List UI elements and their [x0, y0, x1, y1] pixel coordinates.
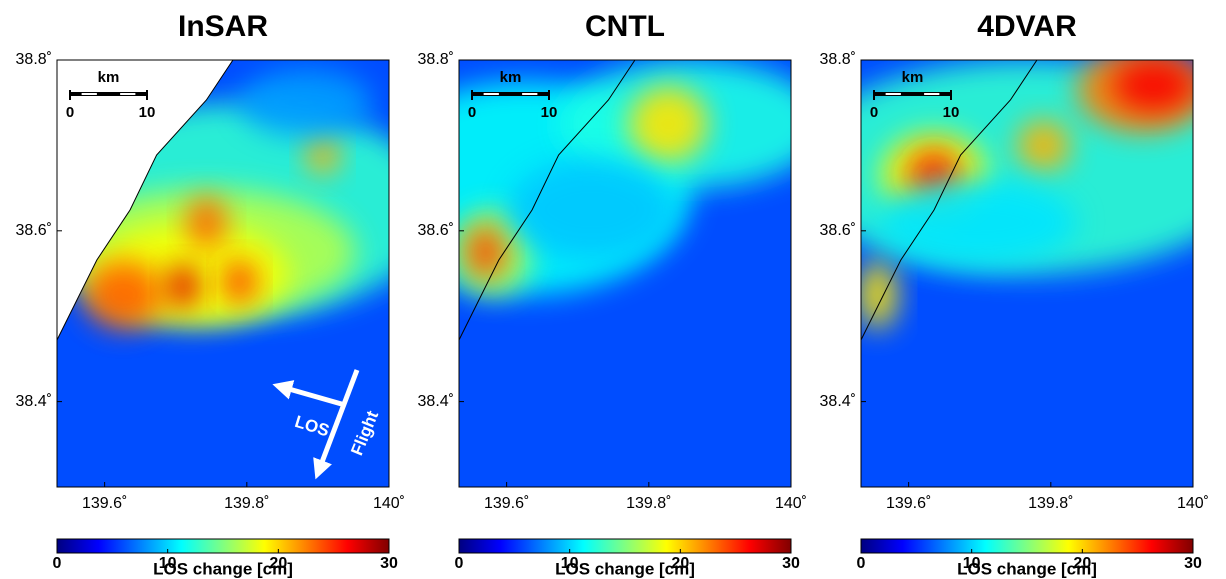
- x-tick-label: 139.8˚: [1028, 495, 1073, 512]
- map-frame: [860, 59, 1194, 488]
- panel-title: 4DVAR: [977, 10, 1077, 43]
- y-tick-label: 38.6˚: [820, 222, 856, 239]
- field-blob: [1113, 60, 1193, 112]
- y-tick-label: 38.6˚: [16, 222, 52, 239]
- colorbar-tick-label: 20: [671, 555, 689, 572]
- colorbar-tick-label: 30: [380, 555, 398, 572]
- colorbar-tick-label: 10: [159, 555, 177, 572]
- field-blob: [83, 260, 164, 330]
- scalebar-segment: [81, 93, 97, 95]
- scalebar-tick-label: 10: [139, 104, 156, 121]
- los-arrow: [272, 380, 346, 408]
- colorbar-tick-label: 20: [1073, 555, 1091, 572]
- x-tick-label: 140˚: [775, 495, 807, 512]
- y-tick-label: 38.8˚: [820, 51, 856, 68]
- field-blob: [877, 179, 1077, 265]
- x-tick-label: 139.6˚: [82, 495, 127, 512]
- scalebar-segment: [120, 93, 136, 95]
- scalebar: [874, 92, 951, 96]
- no-data-sea: [57, 60, 233, 340]
- y-tick-label: 38.4˚: [418, 393, 454, 410]
- scalebar: [70, 92, 147, 96]
- scalebar-tick-label: 0: [468, 104, 476, 121]
- scalebar-segment: [522, 93, 538, 95]
- y-tick-label: 38.6˚: [418, 222, 454, 239]
- colorbar-label: LOS change [cm]: [555, 559, 695, 578]
- field-blob: [166, 264, 200, 308]
- colorbar-tick-label: 0: [53, 555, 62, 572]
- map: [861, 60, 1193, 487]
- coastline: [459, 60, 636, 341]
- scalebar-label: km: [500, 69, 522, 86]
- x-tick-label: 139.8˚: [224, 495, 269, 512]
- colorbar-tick-label: 20: [269, 555, 287, 572]
- field-blob: [186, 196, 227, 248]
- coastline: [861, 60, 1038, 341]
- field-blob: [306, 132, 340, 176]
- colorbar-label: LOS change [cm]: [153, 559, 293, 578]
- scalebar-segment: [885, 93, 901, 95]
- y-tick-label: 38.4˚: [820, 393, 856, 410]
- colorbar-tick-label: 0: [455, 555, 464, 572]
- field-blob: [239, 68, 373, 137]
- scalebar-label: km: [98, 69, 120, 86]
- y-tick-label: 38.4˚: [16, 393, 52, 410]
- y-tick-label: 38.8˚: [16, 51, 52, 68]
- colorbar-tick-label: 30: [782, 555, 800, 572]
- colorbar: [860, 538, 1194, 554]
- scalebar: [472, 92, 549, 96]
- colorbar: [458, 538, 792, 554]
- x-tick-label: 139.6˚: [484, 495, 529, 512]
- field-blob: [223, 260, 257, 304]
- map-frame: [458, 59, 792, 488]
- colorbar-tick-label: 0: [857, 555, 866, 572]
- field-blob: [861, 260, 898, 329]
- map-frame: [56, 59, 390, 488]
- scalebar-tick-label: 10: [943, 104, 960, 121]
- map: [57, 60, 389, 487]
- field-blob: [508, 158, 675, 261]
- x-tick-label: 139.8˚: [626, 495, 671, 512]
- scalebar-segment: [924, 93, 940, 95]
- colorbar-tick-label: 10: [963, 555, 981, 572]
- field-blob: [628, 85, 708, 163]
- scalebar-tick-label: 0: [66, 104, 74, 121]
- panel-title: InSAR: [178, 10, 268, 43]
- coastline: [57, 60, 234, 341]
- scalebar-tick-label: 10: [541, 104, 558, 121]
- y-tick-label: 38.8˚: [418, 51, 454, 68]
- x-tick-label: 140˚: [1177, 495, 1209, 512]
- field-blob: [1017, 119, 1071, 172]
- x-tick-label: 140˚: [373, 495, 405, 512]
- colorbar-tick-label: 10: [561, 555, 579, 572]
- flight-arrow: [313, 369, 360, 480]
- colorbar-label: LOS change [cm]: [957, 559, 1097, 578]
- field-blob: [465, 226, 506, 278]
- x-tick-label: 139.6˚: [886, 495, 931, 512]
- colorbar-tick-label: 30: [1184, 555, 1202, 572]
- panel-title: CNTL: [585, 10, 665, 43]
- scalebar-label: km: [902, 69, 924, 86]
- scalebar-tick-label: 0: [870, 104, 878, 121]
- colorbar: [56, 538, 390, 554]
- scalebar-segment: [483, 93, 499, 95]
- map: [459, 60, 791, 487]
